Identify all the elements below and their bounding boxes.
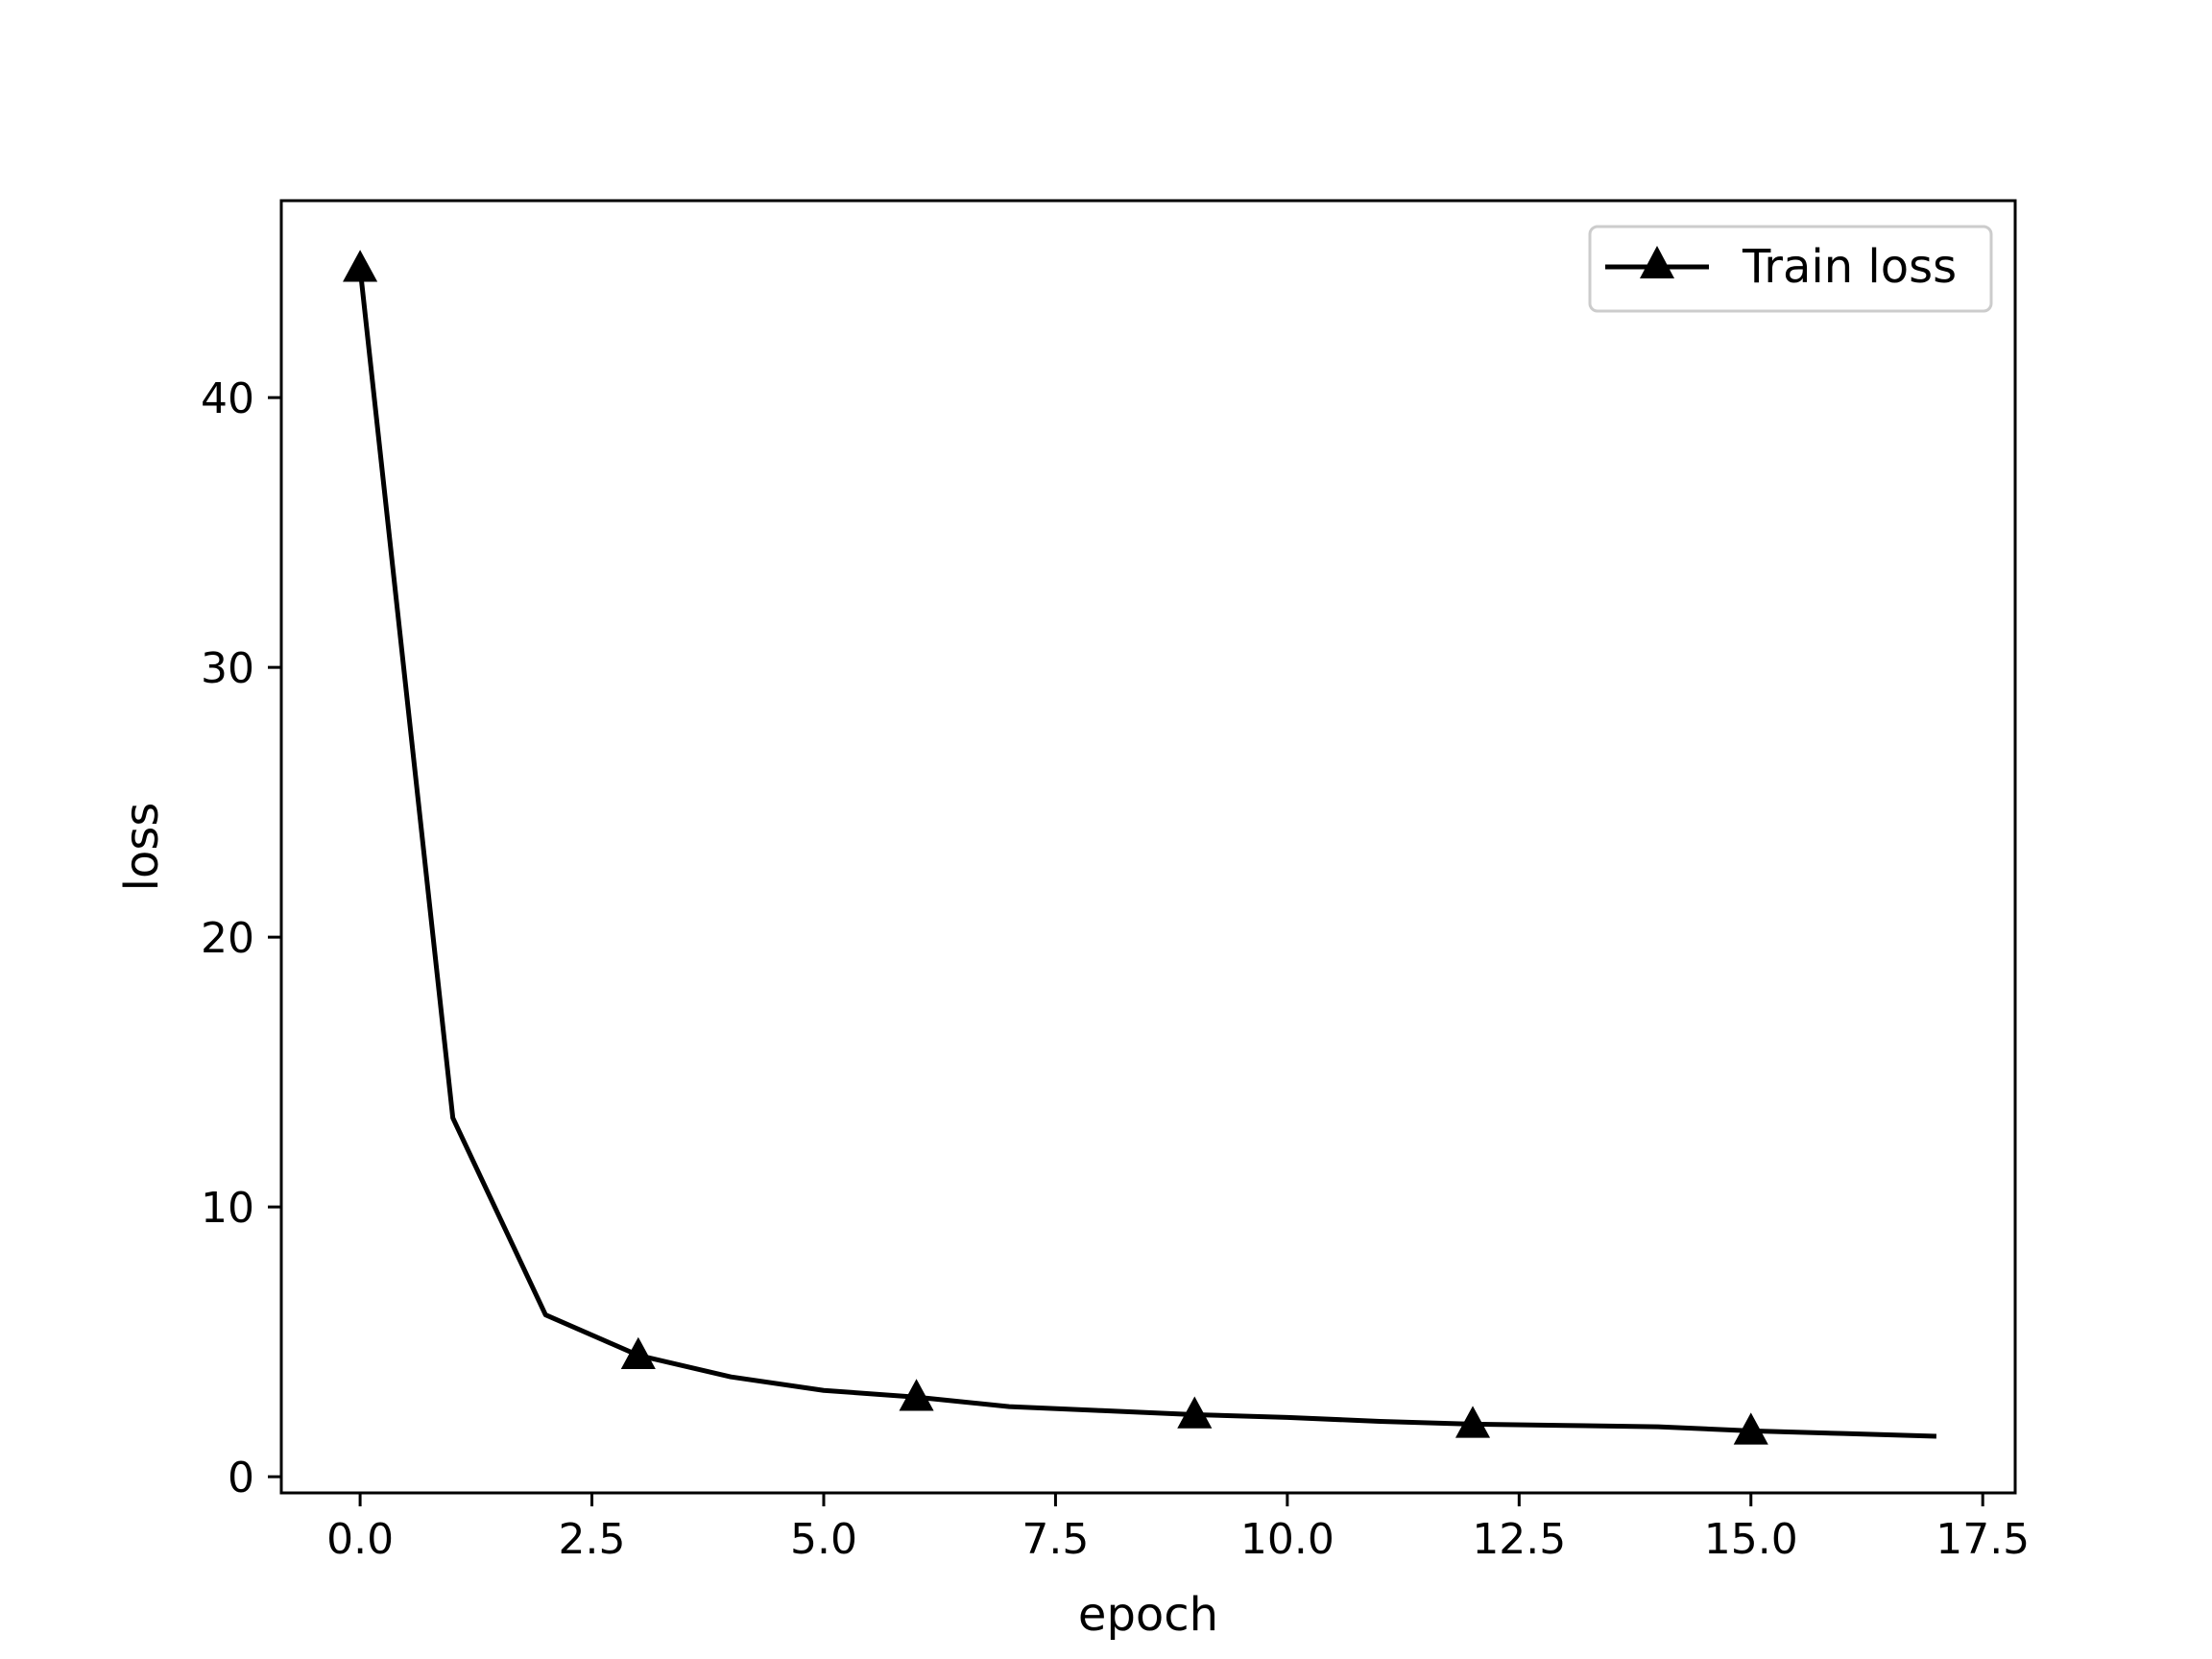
data-point-marker <box>620 1336 656 1369</box>
y-tick-label: 10 <box>201 1184 254 1233</box>
plot-area <box>343 250 1936 1445</box>
legend: Train loss <box>1588 225 1993 313</box>
legend-entry-train-loss: Train loss <box>1742 240 1957 294</box>
y-tick-label: 0 <box>228 1454 254 1503</box>
x-axis: 0.0 2.5 5.0 7.5 10.0 12.5 15.0 17.5 <box>326 1493 2030 1564</box>
x-axis-label: epoch <box>1078 1588 1218 1642</box>
x-tick-label: 10.0 <box>1240 1515 1334 1564</box>
y-axis: 0 10 20 30 40 <box>201 374 281 1503</box>
legend-marker-triangle <box>1640 246 1674 278</box>
y-axis-label: loss <box>115 803 169 892</box>
x-tick-label: 15.0 <box>1704 1515 1798 1564</box>
legend-box <box>1588 225 1993 313</box>
y-tick-label: 20 <box>201 914 254 963</box>
x-tick-label: 0.0 <box>326 1515 394 1564</box>
data-point-marker <box>1177 1396 1213 1429</box>
series-line-train-loss <box>357 267 1936 1439</box>
data-point-marker <box>1733 1412 1768 1445</box>
x-tick-label: 5.0 <box>790 1515 857 1564</box>
x-tick-label: 7.5 <box>1022 1515 1089 1564</box>
data-point-marker <box>343 250 378 282</box>
y-tick-label: 30 <box>201 644 254 693</box>
data-point-marker <box>1455 1406 1491 1438</box>
data-point-marker <box>899 1379 934 1411</box>
x-tick-label: 2.5 <box>559 1515 626 1564</box>
x-tick-label: 17.5 <box>1936 1515 2030 1564</box>
x-tick-label: 12.5 <box>1472 1515 1566 1564</box>
axes-frame <box>279 199 2017 1495</box>
y-tick-label: 40 <box>201 374 254 423</box>
